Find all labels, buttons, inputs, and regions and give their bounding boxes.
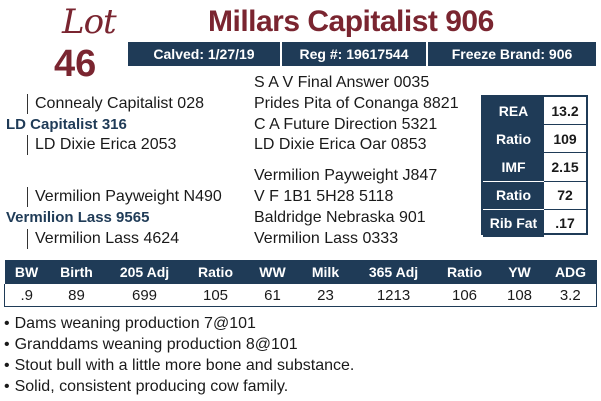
pedigree-dss: Vermilion Payweight J847 — [254, 167, 438, 184]
column-header: 365 Adj — [352, 260, 435, 284]
column-header: 205 Adj — [104, 260, 185, 284]
lot-label: Lot — [62, 2, 117, 42]
pedigree-sss: S A V Final Answer 0035 — [254, 74, 430, 91]
pedigree-ss: Connealy Capitalist 028 — [27, 94, 204, 114]
calved-date: Calved: 1/27/19 — [128, 42, 282, 66]
carcass-row-imf-ratio: Ratio 72 — [483, 181, 586, 211]
performance-table: BW Birth 205 Adj Ratio WW Milk 365 Adj R… — [4, 260, 597, 307]
column-header: Milk — [298, 260, 353, 284]
carcass-value: 109 — [553, 130, 577, 147]
pedigree-ddd: Vermilion Lass 0333 — [254, 230, 399, 247]
notes-list: Dams weaning production 7@101 Granddams … — [4, 313, 594, 397]
table-cell: 106 — [434, 284, 495, 307]
pedigree-sds: C A Future Direction 5321 — [254, 116, 438, 133]
table-cell: .9 — [4, 284, 49, 307]
pedigree-dsd: V F 1B1 5H28 5118 — [254, 188, 394, 205]
carcass-data-box: REA 13.2 Ratio 109 IMF 2.15 Ratio 72 Rib… — [481, 95, 588, 237]
carcass-value: 13.2 — [551, 102, 579, 119]
table-cell: 699 — [104, 284, 185, 307]
performance-value-row: .9 89 699 105 61 23 1213 106 108 3.2 — [4, 284, 597, 307]
carcass-label: Rib Fat — [483, 209, 544, 237]
lot-number: 46 — [54, 43, 97, 85]
table-cell: 1213 — [352, 284, 435, 307]
registration-number: Reg #: 19617544 — [282, 42, 428, 66]
pedigree-ssd: Prides Pita of Conanga 8821 — [254, 95, 459, 112]
carcass-row-rib-fat: Rib Fat .17 — [483, 209, 586, 237]
carcass-label: Ratio — [483, 125, 544, 154]
performance-header-row: BW Birth 205 Adj Ratio WW Milk 365 Adj R… — [4, 260, 597, 284]
list-item: Dams weaning production 7@101 — [4, 313, 594, 334]
table-cell: 3.2 — [544, 284, 597, 307]
table-cell: 108 — [494, 284, 545, 307]
column-header: ADG — [544, 260, 597, 284]
freeze-brand: Freeze Brand: 906 — [451, 46, 573, 62]
carcass-row-imf: IMF 2.15 — [483, 153, 586, 183]
list-item: Stout bull with a little more bone and s… — [4, 355, 594, 376]
column-header: WW — [246, 260, 299, 284]
carcass-value: 72 — [557, 187, 573, 204]
carcass-value: .17 — [555, 215, 575, 232]
pedigree-dd: Vermilion Lass 4624 — [27, 229, 179, 249]
table-cell: 105 — [184, 284, 247, 307]
table-cell: 89 — [48, 284, 105, 307]
carcass-label: REA — [483, 97, 544, 126]
pedigree-sire: LD Capitalist 316 — [6, 116, 127, 133]
carcass-label: Ratio — [483, 181, 544, 211]
table-cell: 23 — [298, 284, 353, 307]
pedigree-sd: LD Dixie Erica 2053 — [27, 135, 176, 155]
pedigree-dds: Baldridge Nebraska 901 — [254, 209, 426, 226]
animal-name-title: Millars Capitalist 906 — [208, 5, 494, 38]
carcass-label: IMF — [483, 153, 544, 183]
pedigree-ds: Vermilion Payweight N490 — [27, 187, 222, 207]
table-cell: 61 — [246, 284, 299, 307]
carcass-row-rea-ratio: Ratio 109 — [483, 125, 586, 154]
pedigree-sdd: LD Dixie Erica Oar 0853 — [254, 136, 427, 153]
column-header: Ratio — [434, 260, 495, 284]
carcass-value: 2.15 — [551, 158, 579, 175]
column-header: BW — [4, 260, 49, 284]
carcass-row-rea: REA 13.2 — [483, 97, 586, 126]
column-header: Ratio — [184, 260, 247, 284]
list-item: Granddams weaning production 8@101 — [4, 334, 594, 355]
pedigree-dam: Vermilion Lass 9565 — [6, 209, 150, 226]
column-header: YW — [494, 260, 545, 284]
info-bar: Calved: 1/27/19 Reg #: 19617544 Freeze B… — [128, 42, 596, 66]
list-item: Solid, consistent producing cow family. — [4, 376, 594, 397]
column-header: Birth — [48, 260, 105, 284]
